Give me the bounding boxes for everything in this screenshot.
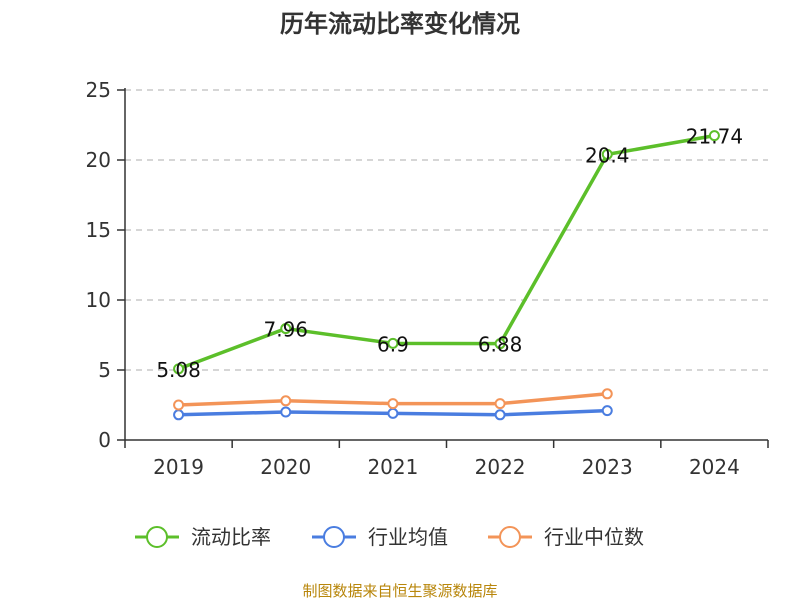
grid-lines xyxy=(125,89,768,371)
y-tick-label: 20 xyxy=(86,148,111,172)
data-point xyxy=(280,323,292,335)
legend-label: 行业中位数 xyxy=(544,525,644,549)
data-point xyxy=(708,130,720,142)
data-point xyxy=(601,405,613,417)
data-label: 5.08 xyxy=(156,358,201,382)
data-point xyxy=(387,337,399,349)
series-1 xyxy=(173,130,720,375)
axes: 0 5 10 15 20 25 2019 2020 2021 2022 2023 2024 xyxy=(86,78,769,479)
legend-item: 行业均值 xyxy=(312,525,448,549)
data-label: 6.88 xyxy=(478,333,523,357)
data-point xyxy=(173,363,185,375)
x-tick-label: 2022 xyxy=(475,455,526,479)
x-tick-label: 2024 xyxy=(689,455,740,479)
data-point xyxy=(494,398,506,410)
data-label: 6.9 xyxy=(377,332,409,356)
y-tick-label: 0 xyxy=(98,428,111,452)
y-tick-label: 10 xyxy=(86,288,111,312)
series-layer xyxy=(173,130,720,421)
data-point xyxy=(494,338,506,350)
series-line xyxy=(177,133,715,371)
legend-item: 流动比率 xyxy=(135,525,271,549)
data-point xyxy=(601,148,613,160)
data-point xyxy=(494,409,506,421)
x-tick-label: 2020 xyxy=(260,455,311,479)
series-2 xyxy=(173,405,613,421)
legend-marker xyxy=(146,526,168,548)
data-label: 20.4 xyxy=(585,143,630,167)
legend-marker xyxy=(323,526,345,548)
x-tick-label: 2019 xyxy=(153,455,204,479)
legend: 流动比率 行业均值 行业中位数 xyxy=(135,525,644,549)
x-tick-label: 2023 xyxy=(582,455,633,479)
data-point xyxy=(601,388,613,400)
y-tick-label: 5 xyxy=(98,358,111,382)
y-tick-label: 25 xyxy=(86,78,111,102)
data-point xyxy=(280,406,292,418)
series-3 xyxy=(173,388,613,411)
data-point xyxy=(173,409,185,421)
data-label: 21.74 xyxy=(686,125,743,149)
data-label: 7.96 xyxy=(263,318,308,342)
legend-marker xyxy=(499,526,521,548)
data-point xyxy=(387,398,399,410)
chart-title: 历年流动比率变化情况 xyxy=(280,10,520,38)
legend-label: 流动比率 xyxy=(191,525,271,549)
data-point xyxy=(280,395,292,407)
x-tick-label: 2021 xyxy=(367,455,418,479)
y-tick-label: 15 xyxy=(86,218,111,242)
source-note: 制图数据来自恒生聚源数据库 xyxy=(302,582,497,600)
legend-label: 行业均值 xyxy=(368,525,448,549)
data-point xyxy=(173,399,185,411)
legend-item: 行业中位数 xyxy=(488,525,644,549)
data-point xyxy=(387,407,399,419)
data-labels: 5.08 7.96 6.9 6.88 20.4 21.74 xyxy=(156,125,743,382)
